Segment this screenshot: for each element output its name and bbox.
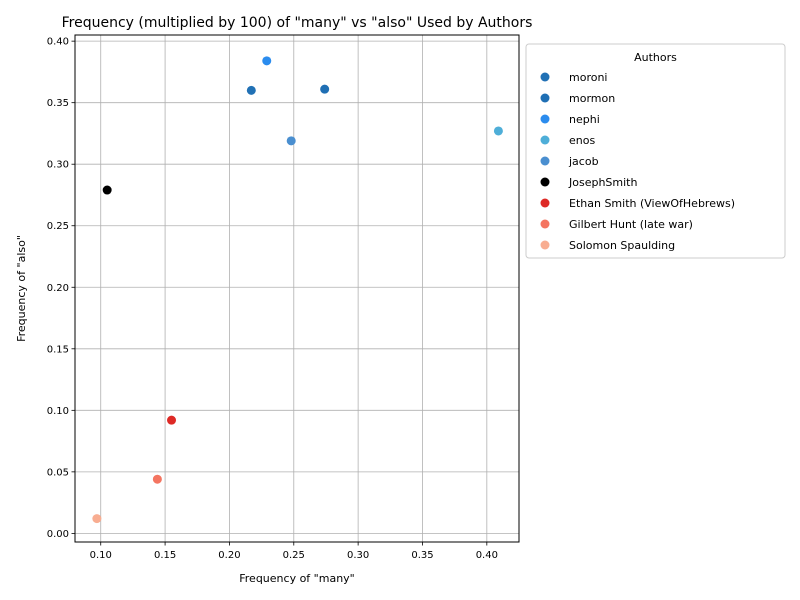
legend-marker	[540, 72, 550, 82]
legend-label: jacob	[568, 155, 599, 168]
y-tick-label: 0.25	[47, 221, 69, 232]
y-axis-label: Frequency of "also"	[15, 235, 28, 342]
x-tick-label: 0.40	[476, 550, 498, 561]
data-points	[92, 56, 503, 524]
x-tick-label: 0.25	[283, 550, 305, 561]
legend-title: Authors	[634, 51, 677, 64]
legend-label: JosephSmith	[568, 176, 637, 189]
y-tick-label: 0.40	[47, 37, 69, 48]
legend-marker	[540, 240, 550, 250]
x-tick-label: 0.10	[90, 550, 112, 561]
data-point	[102, 185, 112, 195]
y-tick-label: 0.05	[47, 467, 69, 478]
legend-label: nephi	[569, 113, 600, 126]
data-point	[286, 136, 296, 146]
plot-area-frame	[74, 34, 520, 543]
data-point	[493, 126, 503, 136]
legend-label: Gilbert Hunt (late war)	[569, 218, 693, 231]
y-tick-label: 0.10	[47, 406, 69, 417]
legend-marker	[540, 156, 550, 166]
x-tick-label: 0.30	[347, 550, 369, 561]
legend-marker	[540, 93, 550, 103]
legend: Authors moroni mormon nephi enos jacob Joseph…	[525, 43, 786, 259]
legend-marker	[540, 135, 550, 145]
data-point	[167, 415, 177, 425]
legend-marker	[540, 177, 550, 187]
data-point	[262, 56, 272, 66]
y-tick-label: 0.30	[47, 160, 69, 171]
legend-label: Ethan Smith (ViewOfHebrews)	[569, 197, 735, 210]
chart-title: Frequency (multiplied by 100) of "many" …	[62, 15, 533, 31]
legend-label: moroni	[569, 71, 607, 84]
x-tick-label: 0.35	[411, 550, 433, 561]
legend-marker	[540, 198, 550, 208]
y-axis-ticks: 0.00 0.05 0.10 0.15 0.20 0.25 0.30 0.35 0.40	[47, 37, 75, 540]
legend-frame	[525, 43, 786, 259]
data-point	[320, 84, 330, 94]
x-axis-label: Frequency of "many"	[239, 572, 354, 585]
data-point	[246, 85, 256, 95]
y-tick-label: 0.20	[47, 283, 69, 294]
y-tick-label: 0.15	[47, 344, 69, 355]
grid-lines	[75, 35, 519, 542]
legend-items: moroni mormon nephi enos jacob JosephSmith Eth…	[540, 71, 735, 252]
data-point	[92, 514, 102, 524]
x-tick-label: 0.15	[154, 550, 176, 561]
x-axis-ticks: 0.10 0.15 0.20 0.25 0.30 0.35 0.40	[90, 542, 498, 561]
y-tick-label: 0.00	[47, 529, 69, 540]
legend-marker	[540, 114, 550, 124]
legend-label: enos	[569, 134, 595, 147]
data-point	[152, 474, 162, 484]
y-tick-label: 0.35	[47, 98, 69, 109]
x-tick-label: 0.20	[218, 550, 240, 561]
legend-label: mormon	[569, 92, 615, 105]
legend-label: Solomon Spaulding	[569, 239, 675, 252]
legend-marker	[540, 219, 550, 229]
